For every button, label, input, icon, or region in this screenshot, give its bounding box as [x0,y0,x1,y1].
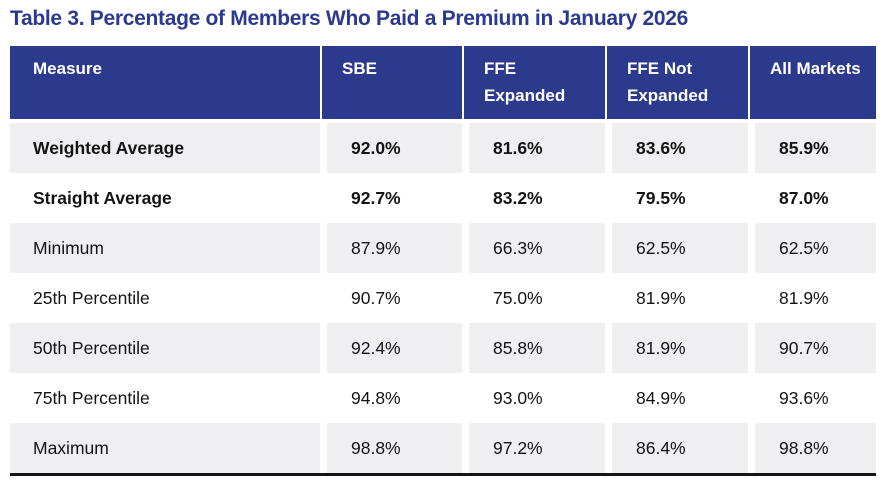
value-cell-all-markets: 81.9% [748,273,876,323]
value-cell-sbe: 92.4% [320,323,462,373]
column-header-all-markets: All Markets [748,46,876,123]
column-header-label: SBE [342,59,377,78]
column-header-label: FFE Expanded [484,59,566,105]
table-row: 25th Percentile 90.7% 75.0% 81.9% 81.9% [10,273,876,323]
value-cell-all-markets: 62.5% [748,223,876,273]
table-row: 75th Percentile 94.8% 93.0% 84.9% 93.6% [10,373,876,423]
value-cell-all-markets: 93.6% [748,373,876,423]
value-cell-sbe: 92.0% [320,123,462,173]
value-cell-ffe-not-expanded: 86.4% [605,423,748,473]
value-cell-ffe-expanded: 66.3% [462,223,605,273]
column-header-ffe-expanded: FFE Expanded [462,46,605,123]
measure-cell: Straight Average [10,173,320,223]
column-header-measure: Measure [10,46,320,123]
value-cell-ffe-not-expanded: 81.9% [605,273,748,323]
value-cell-ffe-not-expanded: 84.9% [605,373,748,423]
table-title: Table 3. Percentage of Members Who Paid … [10,7,689,30]
value-cell-sbe: 98.8% [320,423,462,473]
value-cell-ffe-expanded: 83.2% [462,173,605,223]
value-cell-all-markets: 87.0% [748,173,876,223]
table-row: 50th Percentile 92.4% 85.8% 81.9% 90.7% [10,323,876,373]
table-bottom-rule [10,473,876,476]
measure-cell: Weighted Average [10,123,320,173]
value-cell-ffe-expanded: 85.8% [462,323,605,373]
value-cell-ffe-not-expanded: 83.6% [605,123,748,173]
value-cell-sbe: 87.9% [320,223,462,273]
measure-cell: 75th Percentile [10,373,320,423]
measure-cell: Maximum [10,423,320,473]
measure-cell: Minimum [10,223,320,273]
table-row: Minimum 87.9% 66.3% 62.5% 62.5% [10,223,876,273]
table-row: Weighted Average 92.0% 81.6% 83.6% 85.9% [10,123,876,173]
premium-table: Measure SBE FFE Expanded FFE Not Expande… [10,46,876,473]
value-cell-sbe: 90.7% [320,273,462,323]
value-cell-ffe-not-expanded: 62.5% [605,223,748,273]
value-cell-ffe-expanded: 75.0% [462,273,605,323]
value-cell-all-markets: 98.8% [748,423,876,473]
value-cell-sbe: 94.8% [320,373,462,423]
column-header-ffe-not-expanded: FFE Not Expanded [605,46,748,123]
value-cell-ffe-expanded: 97.2% [462,423,605,473]
table-header: Measure SBE FFE Expanded FFE Not Expande… [10,46,876,123]
value-cell-all-markets: 85.9% [748,123,876,173]
value-cell-ffe-expanded: 81.6% [462,123,605,173]
value-cell-ffe-not-expanded: 79.5% [605,173,748,223]
table-body: Weighted Average 92.0% 81.6% 83.6% 85.9%… [10,123,876,473]
document-page: Table 3. Percentage of Members Who Paid … [10,7,876,476]
column-header-label: Measure [33,59,102,78]
value-cell-sbe: 92.7% [320,173,462,223]
column-header-label: All Markets [770,59,861,78]
column-header-sbe: SBE [320,46,462,123]
value-cell-ffe-expanded: 93.0% [462,373,605,423]
table-row: Straight Average 92.7% 83.2% 79.5% 87.0% [10,173,876,223]
header-row: Measure SBE FFE Expanded FFE Not Expande… [10,46,876,123]
value-cell-ffe-not-expanded: 81.9% [605,323,748,373]
value-cell-all-markets: 90.7% [748,323,876,373]
column-header-label: FFE Not Expanded [627,59,709,105]
measure-cell: 25th Percentile [10,273,320,323]
measure-cell: 50th Percentile [10,323,320,373]
table-row: Maximum 98.8% 97.2% 86.4% 98.8% [10,423,876,473]
